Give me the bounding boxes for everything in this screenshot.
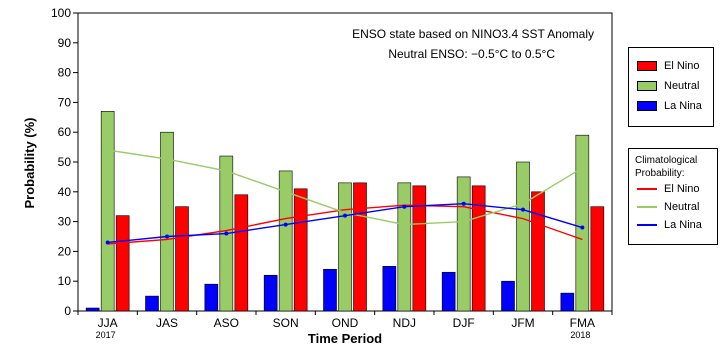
y-axis-title: Probability (%)	[22, 117, 37, 208]
y-tick-label: 100	[51, 6, 71, 20]
y-tick-label: 60	[58, 125, 72, 139]
el-nino-swatch	[637, 61, 657, 71]
legend-item-el-nino: El Nino	[629, 56, 713, 76]
bar-la-nina	[323, 268, 337, 312]
x-year-label: 2018	[570, 330, 590, 340]
el-nino-line-swatch	[637, 188, 657, 190]
climatology-lines	[105, 149, 585, 245]
bar-el-nino	[175, 206, 189, 312]
bar-neutral	[397, 182, 412, 312]
y-tick-label: 40	[58, 185, 72, 199]
legend-label: El Nino	[664, 183, 700, 195]
la-nina-line-swatch	[637, 224, 657, 226]
clim-point-la-nina	[580, 225, 585, 230]
legend-label: La Nina	[664, 219, 702, 231]
bar-el-nino	[471, 185, 486, 312]
climatology-legend-title: Climatological Probability:	[635, 155, 698, 179]
legend-item-neutral: Neutral	[629, 76, 713, 96]
la-nina-swatch	[637, 101, 657, 111]
y-tick-label: 30	[58, 215, 72, 229]
annotation-line-1: ENSO state based on NINO3.4 SST Anomaly	[352, 27, 594, 41]
bar-la-nina	[145, 295, 159, 312]
legend-label: Neutral	[664, 80, 700, 92]
clim-point-la-nina	[343, 213, 347, 218]
bar-la-nina	[501, 280, 515, 312]
neutral-line-swatch	[637, 206, 657, 208]
clim-point-la-nina	[283, 222, 288, 227]
x-tick-label: FMA	[570, 316, 595, 330]
bar-neutral	[338, 182, 352, 312]
y-tick-label: 50	[58, 155, 72, 169]
neutral-swatch	[637, 81, 657, 91]
legend-label: La Nina	[664, 100, 702, 112]
clim-point-la-nina	[105, 240, 110, 245]
bar-la-nina	[560, 292, 575, 312]
x-tick-label: OND	[332, 316, 359, 330]
clim-point-la-nina	[461, 201, 466, 206]
x-tick-label: DJF	[453, 316, 475, 330]
bar-el-nino	[531, 191, 545, 312]
bar-neutral	[516, 161, 530, 312]
y-tick-label: 80	[58, 66, 72, 80]
y-tick-label: 0	[64, 304, 71, 318]
series-legend: El Nino Neutral La Nina	[628, 47, 714, 127]
x-tick-label: JJA	[98, 316, 118, 330]
clim-point-la-nina	[402, 204, 407, 209]
bar-neutral	[278, 170, 293, 312]
climatology-legend: Climatological Probability: El Nino Neut…	[628, 148, 718, 245]
x-year-label: 2017	[96, 330, 116, 340]
bar-el-nino	[412, 185, 427, 312]
x-tick-label: JFM	[511, 316, 534, 330]
bar-la-nina	[441, 271, 456, 312]
x-tick-label: ASO	[214, 316, 239, 330]
bar-el-nino	[115, 215, 130, 312]
bar-neutral	[575, 134, 590, 312]
clim-point-la-nina	[165, 234, 169, 239]
x-tick-label: JAS	[156, 316, 178, 330]
x-axis-title: Time Period	[308, 331, 382, 344]
clim-legend-item-la-nina: La Nina	[629, 216, 717, 234]
legend-item-la-nina: La Nina	[629, 96, 713, 116]
clim-legend-item-el-nino: El Nino	[629, 180, 717, 198]
bar-el-nino	[293, 188, 308, 312]
bar-la-nina	[204, 283, 219, 312]
bar-neutral	[100, 111, 115, 312]
bar-la-nina	[382, 265, 397, 312]
y-tick-label: 20	[58, 244, 72, 258]
bar-neutral	[456, 176, 471, 312]
y-tick-label: 10	[58, 274, 72, 288]
annotation-line-2: Neutral ENSO: −0.5°C to 0.5°C	[388, 47, 555, 61]
bar-el-nino	[353, 182, 367, 312]
clim-legend-item-neutral: Neutral	[629, 198, 717, 216]
legend-label: El Nino	[664, 60, 700, 72]
clim-line-el-nino	[107, 204, 583, 245]
y-tick-label: 70	[58, 95, 72, 109]
x-tick-label: NDJ	[393, 316, 416, 330]
y-tick-label: 90	[58, 36, 72, 50]
bar-neutral	[160, 131, 174, 312]
bar-la-nina	[85, 307, 100, 312]
x-tick-label: SON	[273, 316, 299, 330]
clim-point-la-nina	[224, 231, 229, 236]
clim-line-neutral	[107, 149, 583, 226]
bar-el-nino	[590, 206, 605, 312]
bar-la-nina	[263, 274, 278, 312]
clim-point-la-nina	[521, 207, 525, 212]
bar-el-nino	[234, 194, 249, 312]
legend-label: Neutral	[664, 201, 700, 213]
